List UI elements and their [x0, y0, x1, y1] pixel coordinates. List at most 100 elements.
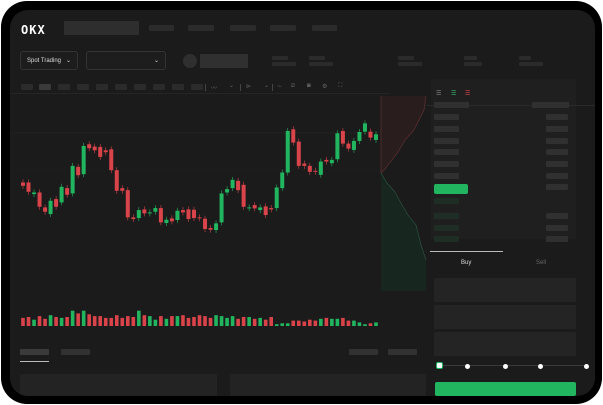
ask-amount: [546, 138, 568, 144]
orderbook-bids-icon[interactable]: ☰: [451, 91, 457, 97]
price-input[interactable]: [434, 278, 576, 302]
volume-bar: [263, 319, 268, 326]
slider-stop-50[interactable]: [503, 364, 508, 369]
volume-bar: [252, 318, 257, 326]
nav-item[interactable]: [188, 25, 214, 31]
timeframe-button[interactable]: [21, 84, 33, 90]
bid-price: [434, 225, 459, 231]
volume-bar: [324, 317, 329, 326]
fullscreen-icon[interactable]: ⛶: [338, 83, 343, 89]
timeframe-button[interactable]: [96, 84, 108, 90]
timeframe-button[interactable]: [191, 84, 203, 90]
volume-bar: [280, 323, 285, 326]
nav-item[interactable]: [230, 25, 256, 31]
stat-label: [309, 56, 325, 60]
amount-input[interactable]: [434, 305, 576, 329]
timeframe-button[interactable]: [39, 84, 51, 90]
volume-bar: [296, 320, 301, 326]
nav-item[interactable]: [312, 25, 337, 31]
bid-price: [434, 198, 459, 204]
candle: [247, 207, 252, 209]
tab-underline: [20, 361, 49, 362]
volume-bar: [346, 320, 351, 326]
candle: [318, 161, 323, 175]
tab-order-history[interactable]: [61, 349, 90, 355]
slider-stop-25[interactable]: [465, 364, 470, 369]
volume-bar: [164, 318, 169, 326]
divider: [240, 84, 241, 91]
timeframe-button[interactable]: [134, 84, 146, 90]
buy-submit-button[interactable]: [435, 382, 576, 396]
indicator-icon[interactable]: 〰: [211, 86, 218, 92]
amount-slider[interactable]: [440, 365, 588, 366]
candle: [131, 217, 136, 220]
candle: [219, 193, 224, 223]
candle: [142, 209, 147, 214]
candle: [87, 144, 92, 149]
ask-price: [434, 173, 459, 179]
volume-bar: [269, 317, 274, 326]
ask-price: [434, 126, 459, 132]
volume-bar: [335, 318, 340, 326]
candle: [263, 206, 268, 216]
slider-stop-75[interactable]: [538, 364, 543, 369]
candle: [186, 209, 191, 220]
candle: [180, 210, 185, 213]
stat-value: [272, 62, 296, 66]
volume-bar: [186, 317, 191, 326]
candle: [32, 192, 37, 195]
slider-stop-100[interactable]: [584, 364, 589, 369]
tab-buy[interactable]: Buy: [461, 260, 472, 266]
draw-tool-icon[interactable]: ⊳: [246, 84, 252, 90]
nav-item[interactable]: [149, 25, 174, 31]
candle: [329, 159, 334, 164]
candle: [175, 210, 180, 221]
candle: [362, 123, 367, 132]
orderbook-asks-icon[interactable]: ☰: [465, 91, 471, 97]
timeframe-button[interactable]: [172, 84, 184, 90]
ruler-icon[interactable]: ⧄: [291, 83, 295, 89]
tab-open-orders[interactable]: [20, 349, 49, 355]
timeframe-button[interactable]: [115, 84, 127, 90]
candle: [59, 186, 64, 203]
gear-icon[interactable]: ⚙: [322, 84, 328, 90]
total-input[interactable]: [434, 332, 576, 356]
candle: [296, 141, 301, 166]
pair-dropdown[interactable]: ⌄: [86, 51, 166, 70]
slider-handle[interactable]: [436, 362, 443, 369]
candle: [241, 184, 246, 207]
filter-button[interactable]: [349, 349, 378, 355]
volume-bar: [352, 320, 356, 326]
volume-bar: [48, 315, 53, 326]
timeframe-button[interactable]: [77, 84, 89, 90]
filter-button[interactable]: [388, 349, 417, 355]
volume-bar: [214, 315, 218, 326]
volume-bar: [120, 317, 125, 326]
chevron-down-icon[interactable]: ⌄: [264, 83, 270, 89]
volume-bar: [330, 318, 334, 326]
okx-logo[interactable]: OKX: [21, 23, 46, 37]
volume-bar: [137, 310, 141, 326]
trading-mode-dropdown[interactable]: Spot Trading ⌄: [20, 51, 78, 70]
candle: [291, 129, 296, 143]
candle: [313, 170, 318, 172]
nav-item[interactable]: [270, 25, 296, 31]
volume-bar: [308, 319, 312, 326]
chevron-down-icon[interactable]: ⌄: [229, 83, 235, 89]
line-icon[interactable]: ∼: [277, 84, 283, 90]
stat-label: [464, 56, 477, 60]
volume-bar: [225, 317, 229, 326]
timeframe-button[interactable]: [153, 84, 165, 90]
tab-sell[interactable]: Sell: [536, 260, 547, 266]
camera-icon[interactable]: ◙: [307, 83, 311, 89]
candlestick-chart[interactable]: [10, 10, 430, 340]
nav-placeholder-brand[interactable]: [64, 21, 139, 35]
volume-bar: [247, 317, 251, 326]
bid-amount: [546, 213, 568, 219]
timeframe-button[interactable]: [58, 84, 70, 90]
stat-value: [398, 62, 422, 66]
candle: [65, 188, 70, 195]
orderbook-both-icon[interactable]: ☰: [436, 91, 442, 97]
volume-bar: [92, 316, 97, 326]
